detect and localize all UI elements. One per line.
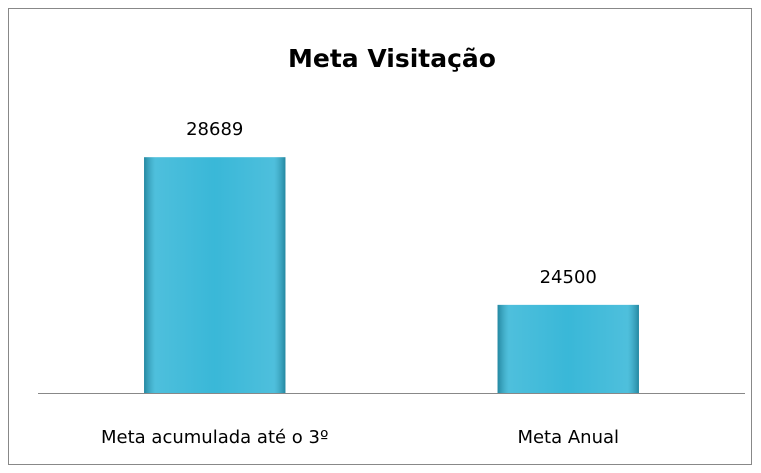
- bar: [497, 304, 639, 393]
- chart-border: [8, 8, 752, 465]
- bar: [144, 157, 286, 393]
- chart-title: Meta Visitação: [288, 44, 496, 73]
- data-label: 28689: [186, 119, 243, 140]
- x-tick-label: Meta acumulada até o 3º: [101, 427, 328, 448]
- data-label: 24500: [540, 267, 597, 288]
- x-tick-label: Meta Anual: [517, 427, 619, 448]
